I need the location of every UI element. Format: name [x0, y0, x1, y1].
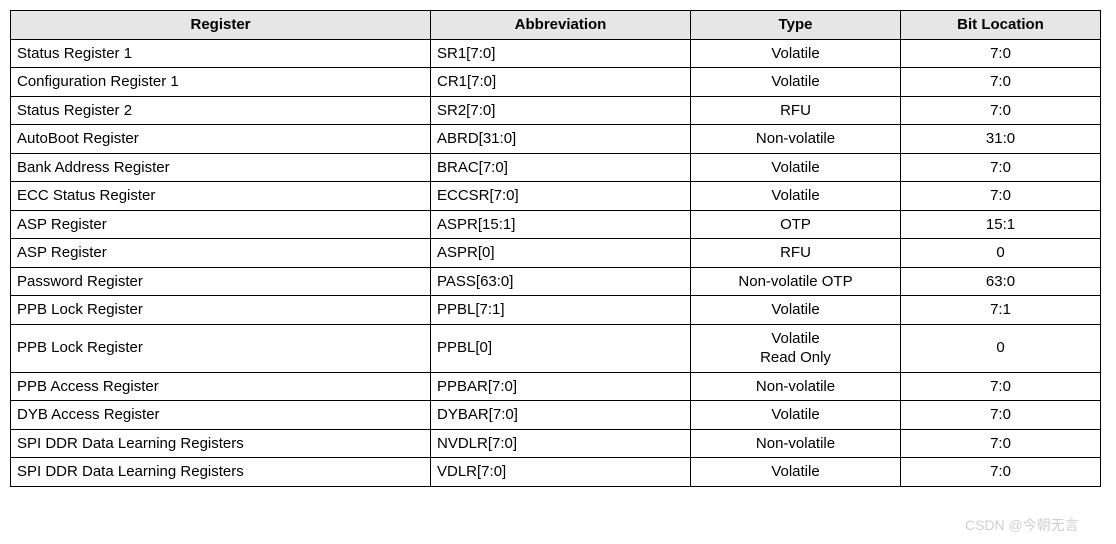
cell-bit-location: 7:0 [901, 182, 1101, 211]
cell-bit-location: 7:0 [901, 401, 1101, 430]
table-header-row: Register Abbreviation Type Bit Location [11, 11, 1101, 40]
cell-abbreviation: SR1[7:0] [431, 39, 691, 68]
cell-register: ECC Status Register [11, 182, 431, 211]
table-row: DYB Access RegisterDYBAR[7:0]Volatile7:0 [11, 401, 1101, 430]
cell-register: Bank Address Register [11, 153, 431, 182]
cell-abbreviation: ECCSR[7:0] [431, 182, 691, 211]
cell-type: Non-volatile [691, 125, 901, 154]
cell-type-line: Volatile [697, 329, 894, 349]
cell-type: Non-volatile [691, 429, 901, 458]
cell-type: Volatile [691, 153, 901, 182]
cell-type: Volatile [691, 182, 901, 211]
col-header-abbreviation: Abbreviation [431, 11, 691, 40]
cell-type: Volatile [691, 458, 901, 487]
cell-type: RFU [691, 239, 901, 268]
cell-register: PPB Access Register [11, 372, 431, 401]
cell-bit-location: 0 [901, 324, 1101, 372]
cell-bit-location: 7:0 [901, 96, 1101, 125]
table-row: SPI DDR Data Learning RegistersNVDLR[7:0… [11, 429, 1101, 458]
cell-bit-location: 7:0 [901, 429, 1101, 458]
table-row: ASP RegisterASPR[15:1]OTP15:1 [11, 210, 1101, 239]
table-row: Password RegisterPASS[63:0]Non-volatile … [11, 267, 1101, 296]
table-row: ECC Status RegisterECCSR[7:0]Volatile7:0 [11, 182, 1101, 211]
cell-bit-location: 0 [901, 239, 1101, 268]
cell-bit-location: 7:0 [901, 372, 1101, 401]
col-header-register: Register [11, 11, 431, 40]
cell-abbreviation: SR2[7:0] [431, 96, 691, 125]
cell-type: Volatile [691, 401, 901, 430]
cell-bit-location: 7:1 [901, 296, 1101, 325]
cell-abbreviation: ASPR[15:1] [431, 210, 691, 239]
watermark-text: CSDN @今朝无言 [965, 515, 1079, 535]
cell-register: PPB Lock Register [11, 324, 431, 372]
cell-type: Non-volatile OTP [691, 267, 901, 296]
cell-type: VolatileRead Only [691, 324, 901, 372]
table-row: Configuration Register 1CR1[7:0]Volatile… [11, 68, 1101, 97]
cell-bit-location: 15:1 [901, 210, 1101, 239]
cell-register: AutoBoot Register [11, 125, 431, 154]
table-row: Status Register 2SR2[7:0]RFU7:0 [11, 96, 1101, 125]
cell-abbreviation: PASS[63:0] [431, 267, 691, 296]
table-row: Status Register 1SR1[7:0]Volatile7:0 [11, 39, 1101, 68]
cell-abbreviation: BRAC[7:0] [431, 153, 691, 182]
table-row: PPB Access RegisterPPBAR[7:0]Non-volatil… [11, 372, 1101, 401]
table-row: AutoBoot RegisterABRD[31:0]Non-volatile3… [11, 125, 1101, 154]
cell-register: Password Register [11, 267, 431, 296]
cell-type: Volatile [691, 296, 901, 325]
cell-register: Status Register 1 [11, 39, 431, 68]
cell-abbreviation: ASPR[0] [431, 239, 691, 268]
table-row: PPB Lock RegisterPPBL[7:1]Volatile7:1 [11, 296, 1101, 325]
register-table: Register Abbreviation Type Bit Location … [10, 10, 1101, 487]
cell-abbreviation: DYBAR[7:0] [431, 401, 691, 430]
cell-bit-location: 7:0 [901, 39, 1101, 68]
cell-abbreviation: ABRD[31:0] [431, 125, 691, 154]
cell-abbreviation: PPBL[0] [431, 324, 691, 372]
col-header-type: Type [691, 11, 901, 40]
cell-type: RFU [691, 96, 901, 125]
cell-abbreviation: PPBAR[7:0] [431, 372, 691, 401]
cell-type-line: Read Only [697, 348, 894, 368]
cell-register: SPI DDR Data Learning Registers [11, 458, 431, 487]
cell-bit-location: 7:0 [901, 458, 1101, 487]
cell-type: Volatile [691, 68, 901, 97]
table-row: SPI DDR Data Learning RegistersVDLR[7:0]… [11, 458, 1101, 487]
cell-abbreviation: CR1[7:0] [431, 68, 691, 97]
table-row: PPB Lock RegisterPPBL[0]VolatileRead Onl… [11, 324, 1101, 372]
table-row: Bank Address RegisterBRAC[7:0]Volatile7:… [11, 153, 1101, 182]
cell-abbreviation: NVDLR[7:0] [431, 429, 691, 458]
cell-register: DYB Access Register [11, 401, 431, 430]
cell-bit-location: 63:0 [901, 267, 1101, 296]
cell-register: SPI DDR Data Learning Registers [11, 429, 431, 458]
cell-register: ASP Register [11, 239, 431, 268]
cell-bit-location: 31:0 [901, 125, 1101, 154]
cell-register: PPB Lock Register [11, 296, 431, 325]
cell-abbreviation: PPBL[7:1] [431, 296, 691, 325]
cell-bit-location: 7:0 [901, 68, 1101, 97]
cell-bit-location: 7:0 [901, 153, 1101, 182]
cell-register: Status Register 2 [11, 96, 431, 125]
table-row: ASP RegisterASPR[0]RFU0 [11, 239, 1101, 268]
cell-type: OTP [691, 210, 901, 239]
cell-register: ASP Register [11, 210, 431, 239]
cell-abbreviation: VDLR[7:0] [431, 458, 691, 487]
cell-type: Non-volatile [691, 372, 901, 401]
cell-register: Configuration Register 1 [11, 68, 431, 97]
col-header-bit-location: Bit Location [901, 11, 1101, 40]
cell-type: Volatile [691, 39, 901, 68]
